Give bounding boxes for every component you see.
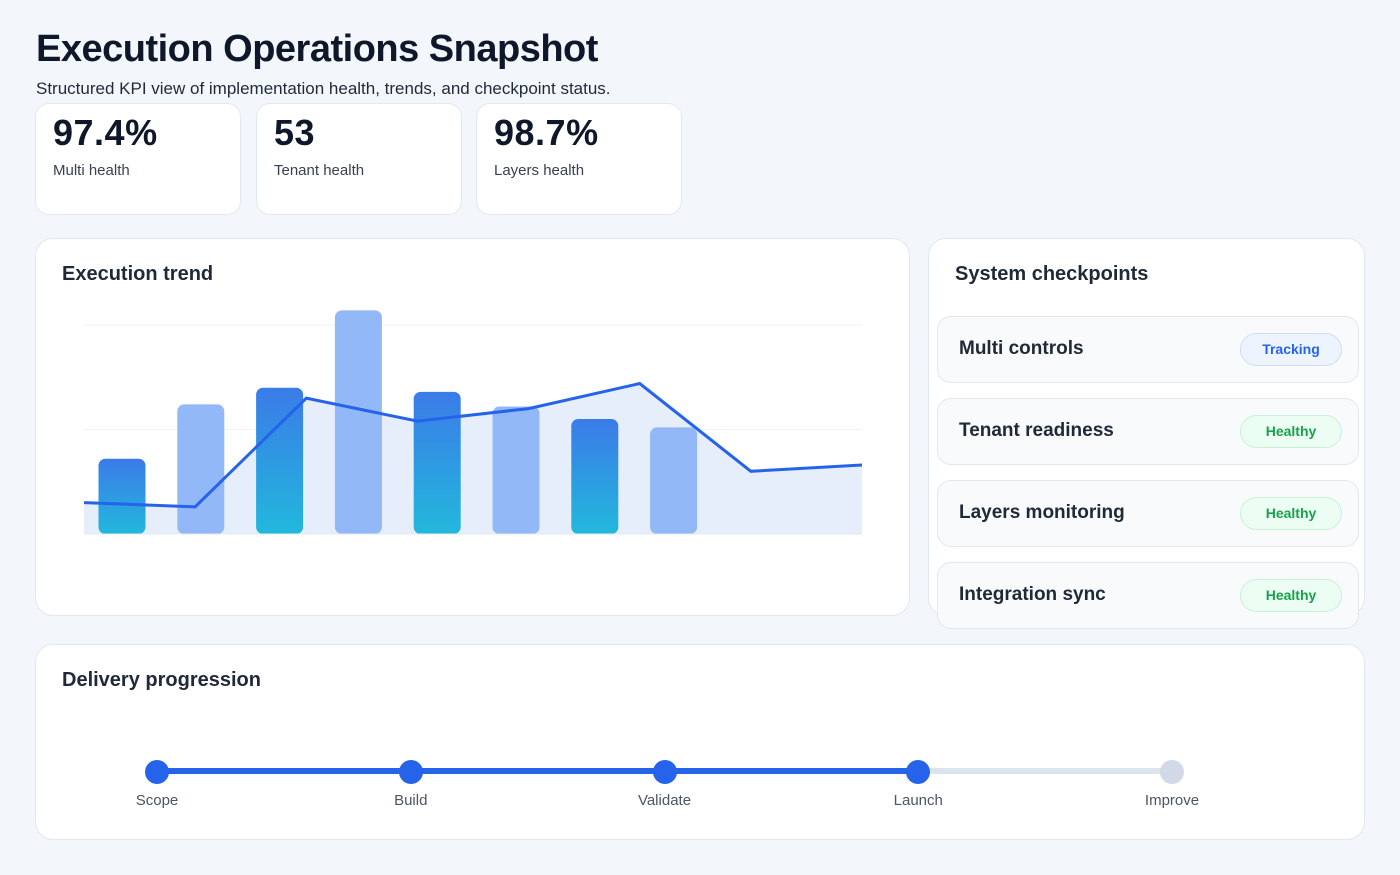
page-subtitle: Structured KPI view of implementation he… <box>36 79 611 98</box>
progress-step: Improve <box>1112 760 1232 809</box>
step-label: Improve <box>1144 792 1200 809</box>
status-badge: Healthy <box>1240 579 1342 612</box>
checkpoints-title: System checkpoints <box>955 263 1149 285</box>
progress-step: Launch <box>858 760 978 809</box>
bar <box>650 427 698 534</box>
step-complete-dot <box>906 760 931 784</box>
delivery-title: Delivery progression <box>62 669 261 691</box>
kpi-card-layers: 98.7% Layers health <box>476 103 682 215</box>
checkpoint-row[interactable]: Layers monitoring Healthy <box>937 480 1359 547</box>
delivery-progression-card: Delivery progression <box>35 644 1365 840</box>
status-badge: Tracking <box>1240 333 1342 366</box>
status-badge: Healthy <box>1240 415 1342 448</box>
bar <box>571 419 619 534</box>
bar <box>413 391 461 534</box>
status-badge: Healthy <box>1240 497 1342 530</box>
checkpoint-row[interactable]: Integration sync Healthy <box>937 562 1359 629</box>
checkpoint-name: Layers monitoring <box>959 502 1125 523</box>
kpi-label: Tenant health <box>274 162 365 179</box>
bar <box>98 458 146 534</box>
execution-trend-chart <box>83 310 863 535</box>
checkpoint-name: Tenant readiness <box>959 420 1114 441</box>
execution-trend-card: Execution trend <box>35 238 910 616</box>
kpi-label: Layers health <box>494 162 585 179</box>
bar <box>334 310 382 534</box>
step-label: Scope <box>135 792 179 809</box>
system-checkpoints-card: System checkpoints Multi controls Tracki… <box>928 238 1365 629</box>
step-pending-dot <box>1160 760 1184 784</box>
checkpoint-row[interactable]: Multi controls Tracking <box>937 316 1359 383</box>
bar <box>177 404 225 534</box>
checkpoint-name: Multi controls <box>959 338 1084 359</box>
chart-title: Execution trend <box>62 263 214 285</box>
kpi-value: 53 <box>274 112 316 153</box>
kpi-card-tenant: 53 Tenant health <box>256 103 462 215</box>
kpi-value: 97.4% <box>53 112 158 153</box>
step-complete-dot <box>398 760 423 784</box>
step-label: Launch <box>893 792 943 809</box>
checkpoint-row[interactable]: Tenant readiness Healthy <box>937 398 1359 465</box>
progress-fill <box>157 768 919 774</box>
progress-step: Scope <box>97 760 217 809</box>
trend-line <box>83 381 863 509</box>
kpi-value: 98.7% <box>494 112 599 153</box>
progress-step: Validate <box>605 760 725 809</box>
step-label: Build <box>394 792 428 809</box>
step-complete-dot <box>145 760 169 784</box>
step-complete-dot <box>652 760 677 784</box>
step-label: Validate <box>637 792 692 809</box>
progress-step: Build <box>351 760 471 809</box>
page-title: Execution Operations Snapshot <box>36 28 598 70</box>
kpi-label: Multi health <box>53 162 130 179</box>
kpi-card-multi: 97.4% Multi health <box>35 103 241 215</box>
bar <box>256 387 304 534</box>
checkpoint-name: Integration sync <box>959 584 1106 605</box>
bar <box>492 406 540 534</box>
